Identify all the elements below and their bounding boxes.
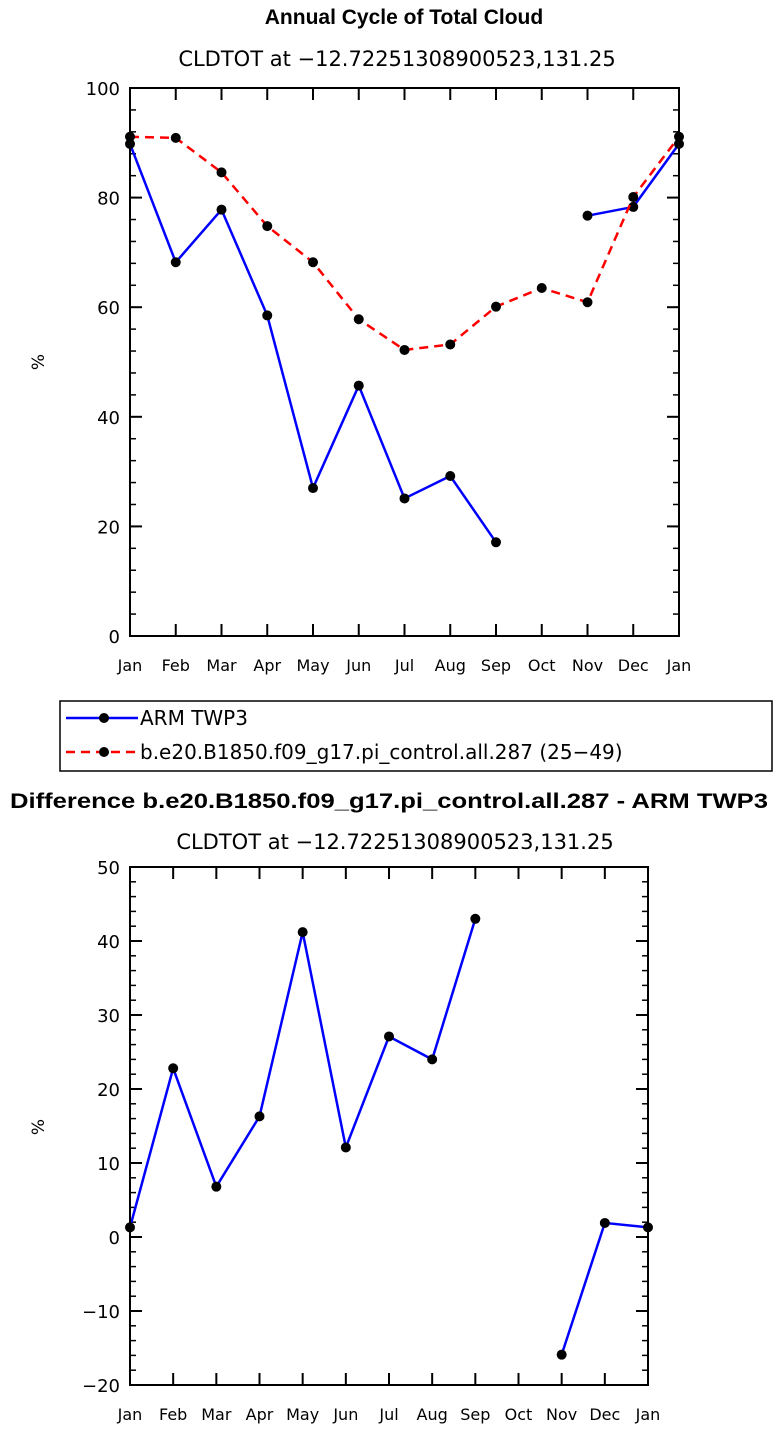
axis-ticks: 0 20 40 60 80 100 Jan Feb Mar Apr May Jun Jul Aug Sep O… <box>86 79 692 675</box>
data-point <box>536 283 547 294</box>
data-point <box>170 257 181 268</box>
chart-title: Annual Cycle of Total Cloud <box>265 6 543 29</box>
x-tick-label: Dec <box>618 656 649 675</box>
chart-subtitle: CLDTOT at −12.72251308900523,131.25 <box>176 830 613 854</box>
x-tick-label: Oct <box>528 656 556 675</box>
data-point <box>308 483 318 494</box>
legend-box <box>59 700 773 772</box>
x-tick-label: Nov <box>546 1405 577 1424</box>
data-point <box>297 927 308 938</box>
x-tick-label: Mar <box>206 656 237 675</box>
legend-marker-arm <box>99 713 109 723</box>
series-line <box>128 143 498 544</box>
data-point <box>399 493 410 504</box>
x-tick-label: Jun <box>345 656 371 675</box>
data-point <box>399 344 410 355</box>
x-tick-label: Jan <box>117 1405 143 1424</box>
chart-subtitle: CLDTOT at −12.72251308900523,131.25 <box>178 47 615 71</box>
data-point <box>353 314 364 325</box>
data-point <box>254 1111 265 1122</box>
data-point <box>599 1217 610 1228</box>
y-tick-label: 50 <box>97 858 120 879</box>
y-tick-label: 30 <box>97 1006 120 1027</box>
x-tick-label: Apr <box>246 1405 274 1424</box>
series-layer <box>125 913 653 1360</box>
x-tick-label: Jan <box>635 1405 661 1424</box>
y-tick-label: 80 <box>97 189 120 210</box>
y-tick-label: 100 <box>86 79 120 100</box>
data-point <box>628 192 639 203</box>
y-axis-label: % <box>29 354 49 370</box>
y-tick-label: 40 <box>97 408 120 429</box>
x-tick-label: Jul <box>394 656 414 675</box>
x-tick-label: Mar <box>201 1405 232 1424</box>
data-point <box>216 204 227 215</box>
x-tick-label: May <box>286 1405 319 1424</box>
data-point <box>628 201 639 212</box>
data-point <box>491 537 501 548</box>
chart-title: Difference b.e20.B1850.f09_g17.pi_contro… <box>10 790 768 813</box>
data-point <box>353 380 364 391</box>
data-point <box>556 1349 567 1360</box>
y-tick-label: 0 <box>109 627 120 648</box>
plot-frame <box>129 866 649 1386</box>
data-point <box>491 301 501 312</box>
data-point <box>216 167 227 178</box>
x-tick-label: Feb <box>162 656 190 675</box>
data-point <box>170 132 181 143</box>
y-tick-label: −10 <box>82 1302 120 1323</box>
plot-frame <box>129 87 680 637</box>
x-tick-label: Sep <box>481 656 511 675</box>
x-tick-label: Aug <box>435 656 466 675</box>
x-tick-label: Feb <box>159 1405 187 1424</box>
y-tick-label: 40 <box>97 932 120 953</box>
x-tick-label: Apr <box>253 656 281 675</box>
x-tick-label: Dec <box>589 1405 620 1424</box>
data-point <box>340 1142 351 1153</box>
x-tick-label: Jul <box>378 1405 398 1424</box>
data-point <box>582 210 593 221</box>
y-tick-label: 0 <box>109 1228 120 1249</box>
x-tick-label: Jan <box>666 656 692 675</box>
data-point <box>445 470 456 481</box>
y-tick-label: −20 <box>82 1376 120 1397</box>
data-point <box>582 297 593 308</box>
data-point <box>308 257 318 268</box>
y-tick-label: 20 <box>97 517 120 538</box>
difference-panel: Difference b.e20.B1850.f09_g17.pi_contro… <box>10 790 768 1424</box>
data-point <box>262 310 273 321</box>
x-tick-label: Jan <box>117 656 143 675</box>
annual-cycle-panel: Annual Cycle of Total Cloud CLDTOT at −1… <box>29 6 691 675</box>
data-point <box>445 339 456 350</box>
data-point <box>470 913 481 924</box>
legend-marker-model <box>99 747 109 757</box>
legend-label-arm: ARM TWP3 <box>140 706 248 730</box>
legend-label-model: b.e20.B1850.f09_g17.pi_control.all.287 (… <box>140 740 623 764</box>
axis-ticks: −20 −10 0 10 20 30 40 50 Jan Feb Mar Apr May Jun Jul Au… <box>82 858 660 1424</box>
data-point <box>427 1054 438 1065</box>
data-point <box>262 221 273 232</box>
x-tick-label: Sep <box>460 1405 490 1424</box>
x-tick-label: Oct <box>505 1405 533 1424</box>
data-point <box>168 1063 179 1074</box>
y-axis-label: % <box>29 1119 49 1135</box>
data-point <box>211 1181 222 1192</box>
data-point <box>384 1031 394 1042</box>
series-line <box>129 135 680 352</box>
legend: ARM TWP3 b.e20.B1850.f09_g17.pi_control.… <box>59 700 773 772</box>
series-layer <box>125 131 684 548</box>
series-line <box>560 1221 649 1356</box>
y-tick-label: 60 <box>97 298 120 319</box>
series-line <box>128 918 477 1228</box>
x-tick-label: Nov <box>572 656 603 675</box>
x-tick-label: Aug <box>417 1405 448 1424</box>
x-tick-label: Jun <box>332 1405 358 1424</box>
y-tick-label: 20 <box>97 1080 120 1101</box>
y-tick-label: 10 <box>97 1154 120 1175</box>
x-tick-label: May <box>296 656 329 675</box>
